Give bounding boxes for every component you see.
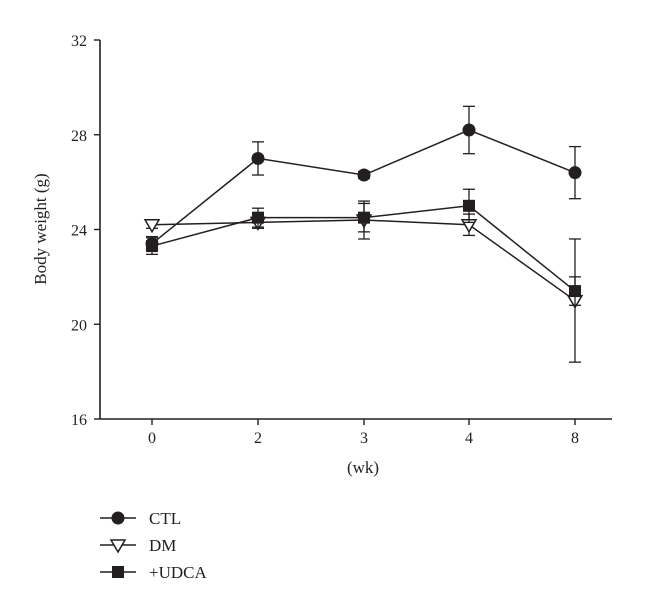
y-tick-label: 20 [71, 317, 87, 334]
y-tick-label: 28 [71, 128, 87, 145]
data-point [357, 168, 371, 182]
legend-item: DM [100, 536, 176, 555]
data-point [252, 211, 264, 224]
legend-marker [112, 566, 124, 578]
plot-area [143, 105, 584, 363]
legend-label: CTL [149, 509, 181, 528]
axes [99, 40, 612, 420]
legend-item: +UDCA [100, 563, 207, 582]
x-ticks: 0 2 3 4 8 [148, 419, 579, 447]
legend-marker [111, 511, 125, 525]
x-tick-label: 8 [571, 430, 579, 447]
legend-item: CTL [100, 509, 181, 528]
data-point [143, 219, 161, 234]
x-tick-label: 3 [360, 430, 368, 447]
y-tick-label: 16 [71, 412, 87, 429]
data-point [145, 237, 159, 251]
y-tick-label: 32 [71, 33, 87, 50]
series-ctl [145, 105, 582, 252]
legend: CTL DM +UDCA [100, 509, 207, 582]
x-axis-label: (wk) [347, 458, 379, 477]
x-tick-label: 0 [148, 430, 156, 447]
legend-label: DM [149, 536, 176, 555]
data-point [251, 151, 265, 165]
y-ticks: 16 20 24 28 32 [71, 33, 100, 429]
data-point [568, 166, 582, 180]
legend-label: +UDCA [149, 563, 207, 582]
data-point [462, 123, 476, 137]
series-udca [146, 188, 581, 306]
x-tick-label: 4 [465, 430, 473, 447]
legend-marker [109, 539, 127, 554]
data-point [463, 199, 475, 212]
x-tick-label: 2 [254, 430, 262, 447]
data-point [569, 285, 581, 298]
y-axis-label: Body weight (g) [31, 173, 50, 284]
y-tick-label: 24 [71, 223, 87, 240]
data-point [358, 211, 370, 224]
